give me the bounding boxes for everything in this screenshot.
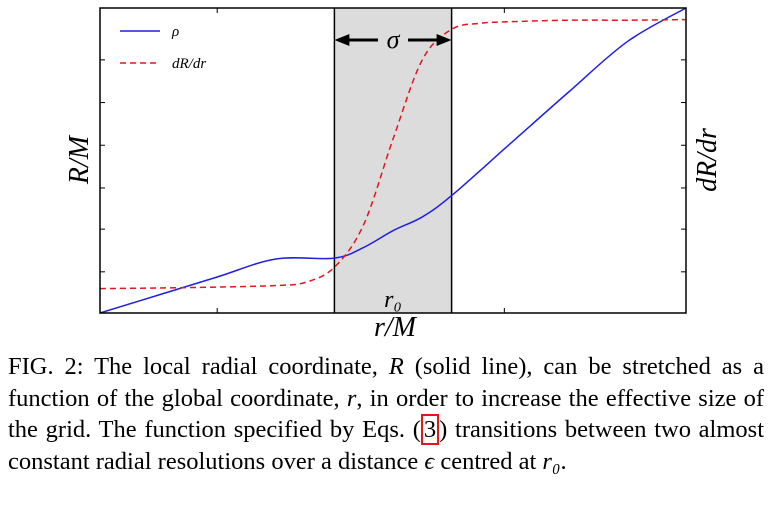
legend: ρ dR/dr [120,24,206,72]
shaded-region [333,8,453,313]
caption-text: centred at [434,447,543,475]
caption-text: (solid line), can be stretched as a func… [8,353,764,412]
sigma-label: σ [387,25,401,54]
sigma-arrowhead-left [334,34,350,46]
series-layer [99,7,687,314]
caption-text: FIG. 2: The local radial coordinate, [8,353,389,380]
legend-label-rho: ρ [171,24,179,40]
equation-reference-link[interactable]: 3 [420,414,440,445]
caption-text: ) transitions between two almost constan… [8,416,764,475]
series-line-rho [99,7,687,314]
figure-caption: FIG. 2: The local radial coordinate, R (… [8,351,764,477]
legend-label-drdr: dR/dr [172,56,206,72]
sigma-arrowhead-right [436,34,452,46]
shaded-band [334,8,452,313]
figure-plot: σ r₀ ρ dR/dr r/M R/M dR/dr [64,7,723,340]
caption-symbol-r0: r₀ [542,447,561,475]
y-axis-label-left: R/M [64,134,95,185]
axis-ticks [100,8,686,313]
caption-symbol-epsilon: ϵ [424,447,435,475]
y-axis-label-right: dR/dr [692,128,723,192]
r0-label: r₀ [384,287,402,313]
caption-symbol-R: R [388,353,404,380]
plot-frame [99,7,687,314]
x-axis-label: r/M [374,312,418,340]
caption-text: , in order to increase the effective siz… [8,384,765,444]
series-line-drdr [99,18,687,290]
sigma-annotation: σ [334,25,452,54]
caption-text: . [560,447,567,475]
caption-symbol-r: r [346,384,357,412]
